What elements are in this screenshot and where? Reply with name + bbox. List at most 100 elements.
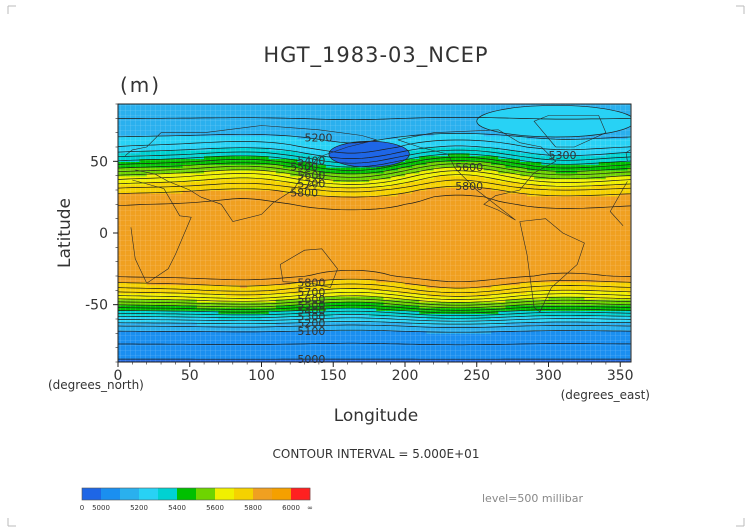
contour-line: [118, 278, 631, 289]
contour-label: 5300: [549, 149, 577, 162]
coastline: [609, 211, 624, 227]
contour-line: [118, 314, 631, 319]
contour-line: [118, 174, 631, 189]
contour-line: [118, 179, 631, 193]
axes: 0 50 100 150 200 250 300 350 -50 0 50: [85, 103, 634, 384]
contour-line: [118, 317, 631, 322]
colorbar-swatch: [82, 488, 102, 500]
contour-line: [118, 145, 631, 159]
contour-label: 5000: [297, 353, 325, 366]
colorbar-tick-label: 6000: [282, 504, 300, 512]
x-axis-label: Longitude: [334, 406, 419, 426]
coastline: [519, 218, 585, 313]
contour-label: 5200: [297, 317, 325, 330]
contour-lines: [118, 117, 631, 360]
x-tick-label: 50: [181, 368, 199, 384]
contour-line: [118, 163, 631, 178]
contour-label: 5300: [297, 310, 325, 323]
y-axis-label: Latitude: [55, 198, 75, 268]
colorbar-swatch: [120, 488, 140, 500]
contour-label: 5600: [455, 161, 483, 174]
contour-label: 5700: [297, 286, 325, 299]
x-tick-label: 200: [392, 368, 419, 384]
colorbar-swatch: [272, 488, 292, 500]
contour-label: 5600: [297, 169, 325, 182]
colorbar-swatch: [158, 488, 178, 500]
contour-line: [118, 153, 631, 168]
contour-features: [328, 105, 631, 168]
colorbar-tick-label: 5400: [168, 504, 186, 512]
contour-line: [118, 288, 631, 297]
coastline: [279, 248, 338, 288]
colorbar: 0 5000 5200 5400 5600 5800 6000 ∞: [80, 487, 313, 512]
units-label: (m): [120, 73, 161, 97]
plot-area: 5200530054005500560057005800560058005800…: [117, 103, 632, 366]
coastline: [397, 129, 557, 221]
contour-label: 5800: [290, 187, 318, 200]
contour-label: 5700: [297, 178, 325, 191]
y-tick-label: 50: [90, 154, 108, 170]
contour-line: [118, 324, 631, 328]
coastline-outlines: [125, 115, 631, 313]
coastline: [625, 149, 631, 162]
contour-line: [118, 194, 631, 211]
contour-line: [118, 307, 631, 314]
colorbar-swatch: [215, 488, 235, 500]
colorbar-swatch: [253, 488, 273, 500]
contour-label: 5500: [290, 161, 318, 174]
y-tick-label: -50: [85, 298, 108, 314]
contour-line: [118, 295, 631, 303]
colorbar-swatch: [291, 488, 311, 500]
x-tick-label: 350: [607, 368, 634, 384]
colorbar-swatch: [177, 488, 197, 500]
colorbar-frame: [81, 487, 311, 501]
contour-line: [118, 166, 631, 182]
x-unit-label: (degrees_east): [561, 388, 650, 402]
contour-interval-note: CONTOUR INTERVAL = 5.000E+01: [273, 447, 480, 461]
colorbar-tick-label: 5000: [92, 504, 110, 512]
height-blob: [328, 140, 410, 168]
colorbar-swatch: [234, 488, 254, 500]
x-tick-label: 300: [535, 368, 562, 384]
colorbar-tick-label: ∞: [307, 504, 313, 512]
contour-line: [118, 185, 631, 198]
contour-line: [118, 283, 631, 294]
contour-label: 5500: [297, 299, 325, 312]
contour-line: [118, 117, 631, 121]
contour-line: [118, 304, 631, 311]
coastline: [533, 115, 607, 148]
contour-line: [118, 329, 631, 333]
y-tick-label: 0: [99, 226, 108, 242]
colorbar-swatch: [196, 488, 216, 500]
contour-line: [118, 149, 631, 164]
contour-line: [118, 170, 631, 185]
x-tick-label: 250: [463, 368, 490, 384]
contour-line: [118, 310, 631, 316]
colorbar-tick-label: 5200: [130, 504, 148, 512]
contour-line: [118, 156, 631, 171]
y-unit-label: (degrees_north): [48, 378, 144, 392]
x-tick-label: 150: [320, 368, 347, 384]
colorbar-swatch: [101, 488, 121, 500]
colorbar-swatch: [139, 488, 159, 500]
colorbar-tick-label: 5600: [206, 504, 224, 512]
contour-label: 5400: [297, 305, 325, 318]
chart-title: HGT_1983-03_NCEP: [263, 43, 488, 68]
contour-line: [118, 139, 631, 154]
contour-label: 5100: [297, 325, 325, 338]
corner-marks: [7, 5, 745, 527]
contour-line: [118, 160, 631, 175]
contour-label: 5800: [297, 277, 325, 290]
contour-label: 5800: [455, 180, 483, 193]
contour-label: 5400: [297, 155, 325, 168]
x-tick-label: 100: [248, 368, 275, 384]
coastline: [304, 173, 321, 189]
coastline: [130, 179, 192, 284]
colorbar-tick-label: 0: [80, 504, 84, 512]
contour-line: [118, 301, 631, 309]
height-blob: [476, 105, 631, 138]
contour-label: 5200: [305, 131, 333, 144]
level-note: level=500 millibar: [482, 492, 584, 505]
x-tick-label: 0: [114, 368, 123, 384]
